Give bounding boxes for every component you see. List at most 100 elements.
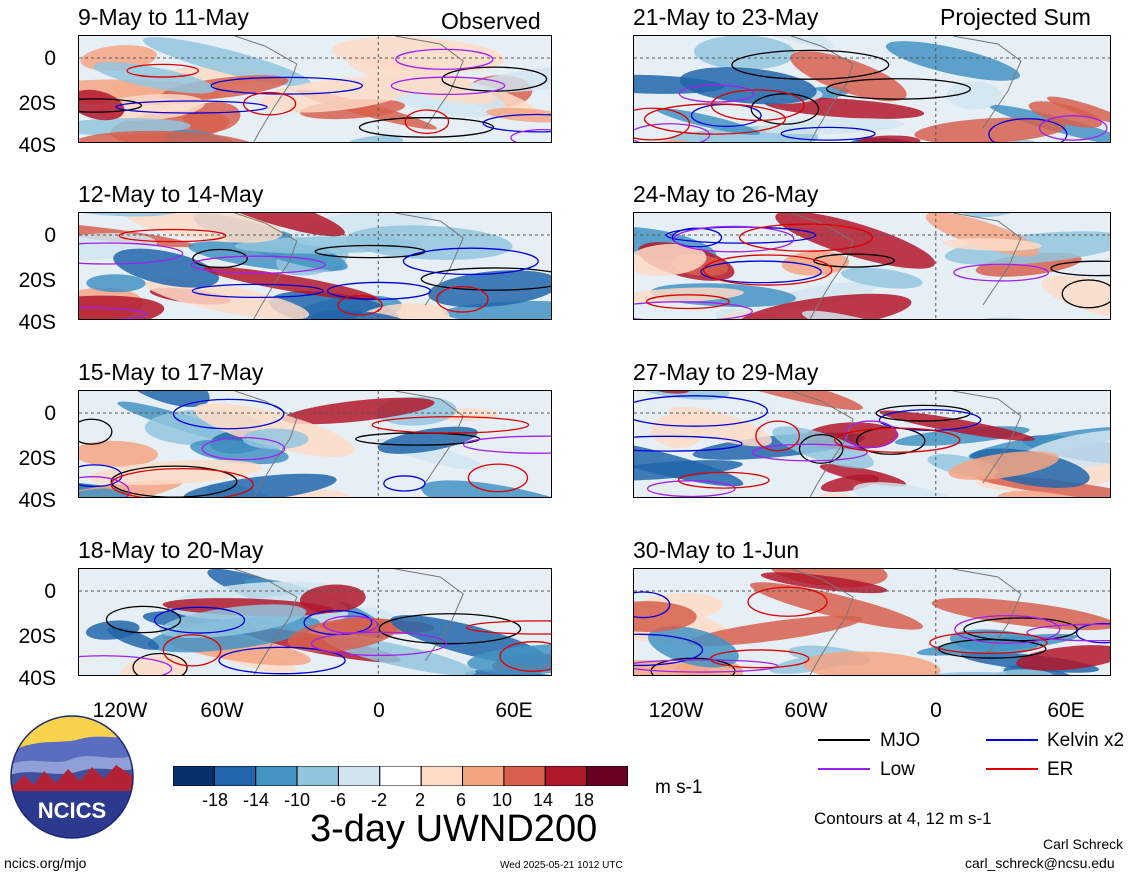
ncics-logo: NCICS (10, 715, 134, 839)
legend-line-low (818, 768, 870, 770)
contour-low (462, 435, 551, 454)
contour-kelvin-x2 (210, 76, 363, 95)
contour-kelvin-x2 (634, 395, 769, 427)
units-label: m s-1 (655, 777, 703, 798)
contour-mjo (105, 605, 182, 634)
contour-kelvin-x2 (634, 591, 671, 619)
colorbar-swatch (213, 766, 257, 786)
contour-mjo (813, 253, 895, 268)
colorbar-swatch (337, 766, 381, 786)
colorbar-tick-label: -14 (242, 790, 269, 810)
contour-er (747, 586, 828, 617)
panel-title: 18-May to 20-May (78, 537, 264, 563)
legend-label-mjo: MJO (880, 730, 921, 751)
coastline-south-america (234, 213, 298, 319)
contour-mjo (79, 98, 143, 113)
contour-er (436, 285, 489, 313)
contour-kelvin-x2 (218, 646, 346, 675)
coastline-south-america (234, 36, 298, 142)
colorbar-swatch (173, 766, 215, 786)
contour-er (467, 463, 529, 493)
site-link[interactable]: ncics.org/mjo (4, 855, 87, 871)
contour-low (634, 123, 711, 142)
colorbar-tick-label: -6 (329, 790, 346, 810)
lon-tick-label: 120W (92, 699, 148, 722)
lat-tick-label: 40S (18, 311, 56, 334)
contour-kelvin-x2 (482, 113, 551, 133)
map-panel (78, 35, 552, 143)
contour-kelvin-x2 (671, 227, 723, 248)
contour-low (634, 301, 753, 319)
contour-kelvin-x2 (988, 118, 1068, 142)
contour-er (465, 620, 551, 635)
legend-line-mjo (818, 739, 870, 741)
coastline-africa (395, 213, 464, 306)
contour-mjo (798, 433, 844, 464)
author-email[interactable]: carl_schreck@ncsu.edu (965, 855, 1115, 871)
contour-mjo (132, 652, 188, 675)
contour-low (1026, 623, 1110, 642)
contour-er (677, 471, 770, 489)
lon-tick-label: 60E (1047, 699, 1085, 722)
svg-text:NCICS: NCICS (38, 798, 106, 823)
timestamp: Wed 2025-05-21 1012 UTC (500, 860, 623, 871)
lat-tick-label: 20S (18, 92, 56, 115)
contour-mjo (79, 418, 113, 445)
contour-er (709, 649, 810, 669)
lat-tick-label: 20S (18, 447, 56, 470)
contour-kelvin-x2 (172, 398, 285, 430)
contour-low (79, 242, 184, 265)
contour-kelvin-x2 (634, 633, 704, 667)
panel-title: 12-May to 14-May (78, 181, 264, 207)
contour-er (710, 89, 805, 122)
coastline-south-america (790, 36, 854, 142)
legend-label-low: Low (880, 759, 915, 780)
contour-low (395, 48, 494, 70)
lat-tick-label: 0 (44, 47, 56, 70)
contour-er (755, 420, 801, 452)
coastline-south-america (234, 391, 298, 497)
panel-title: 27-May to 29-May (633, 359, 819, 385)
panel-title: 15-May to 17-May (78, 359, 264, 385)
contour-low (954, 614, 1061, 644)
panel-title: 21-May to 23-May (633, 4, 819, 30)
author-name: Carl Schreck (1043, 836, 1124, 852)
lat-tick-label: 20S (18, 269, 56, 292)
colorbar-swatch (462, 766, 505, 786)
map-panel (78, 568, 552, 676)
contour-er (118, 228, 227, 243)
lon-tick-label: 60W (200, 699, 244, 722)
lat-tick-label: 0 (44, 580, 56, 603)
coastline-africa (952, 569, 1022, 662)
colorbar-tick-label: 6 (455, 790, 466, 810)
contour-mjo (420, 267, 551, 291)
contour-er (242, 91, 297, 116)
contour-low (510, 128, 551, 142)
contour-mjo (1050, 260, 1110, 277)
contour-low (310, 631, 447, 657)
map-panel (78, 212, 552, 320)
observed-label: Observed (441, 8, 541, 34)
contour-er (834, 427, 961, 453)
panel-title: 30-May to 1-Jun (633, 537, 800, 563)
contour-kelvin-x2 (383, 475, 426, 492)
colorbar-tick-label: -2 (370, 790, 387, 810)
coastline-africa (952, 391, 1022, 484)
chart-title: 3-day UWND200 (310, 808, 598, 850)
colorbar-swatch (296, 766, 339, 786)
colorbar-swatch (420, 766, 464, 786)
contour-low (390, 76, 506, 96)
contour-kelvin-x2 (153, 606, 246, 634)
legend-label-kelvin: Kelvin x2 (1047, 730, 1125, 751)
colorbar (173, 766, 628, 786)
anomaly-field (79, 36, 551, 142)
legend-label-er: ER (1047, 759, 1074, 780)
contour-mjo (110, 465, 238, 497)
lat-tick-label: 20S (18, 625, 56, 648)
colorbar-swatch (586, 766, 628, 786)
lon-tick-label: 60W (784, 699, 828, 722)
legend-line-er (986, 768, 1038, 770)
contour-kelvin-x2 (700, 260, 822, 284)
contour-low (1038, 115, 1108, 141)
lat-tick-label: 40S (18, 667, 56, 690)
